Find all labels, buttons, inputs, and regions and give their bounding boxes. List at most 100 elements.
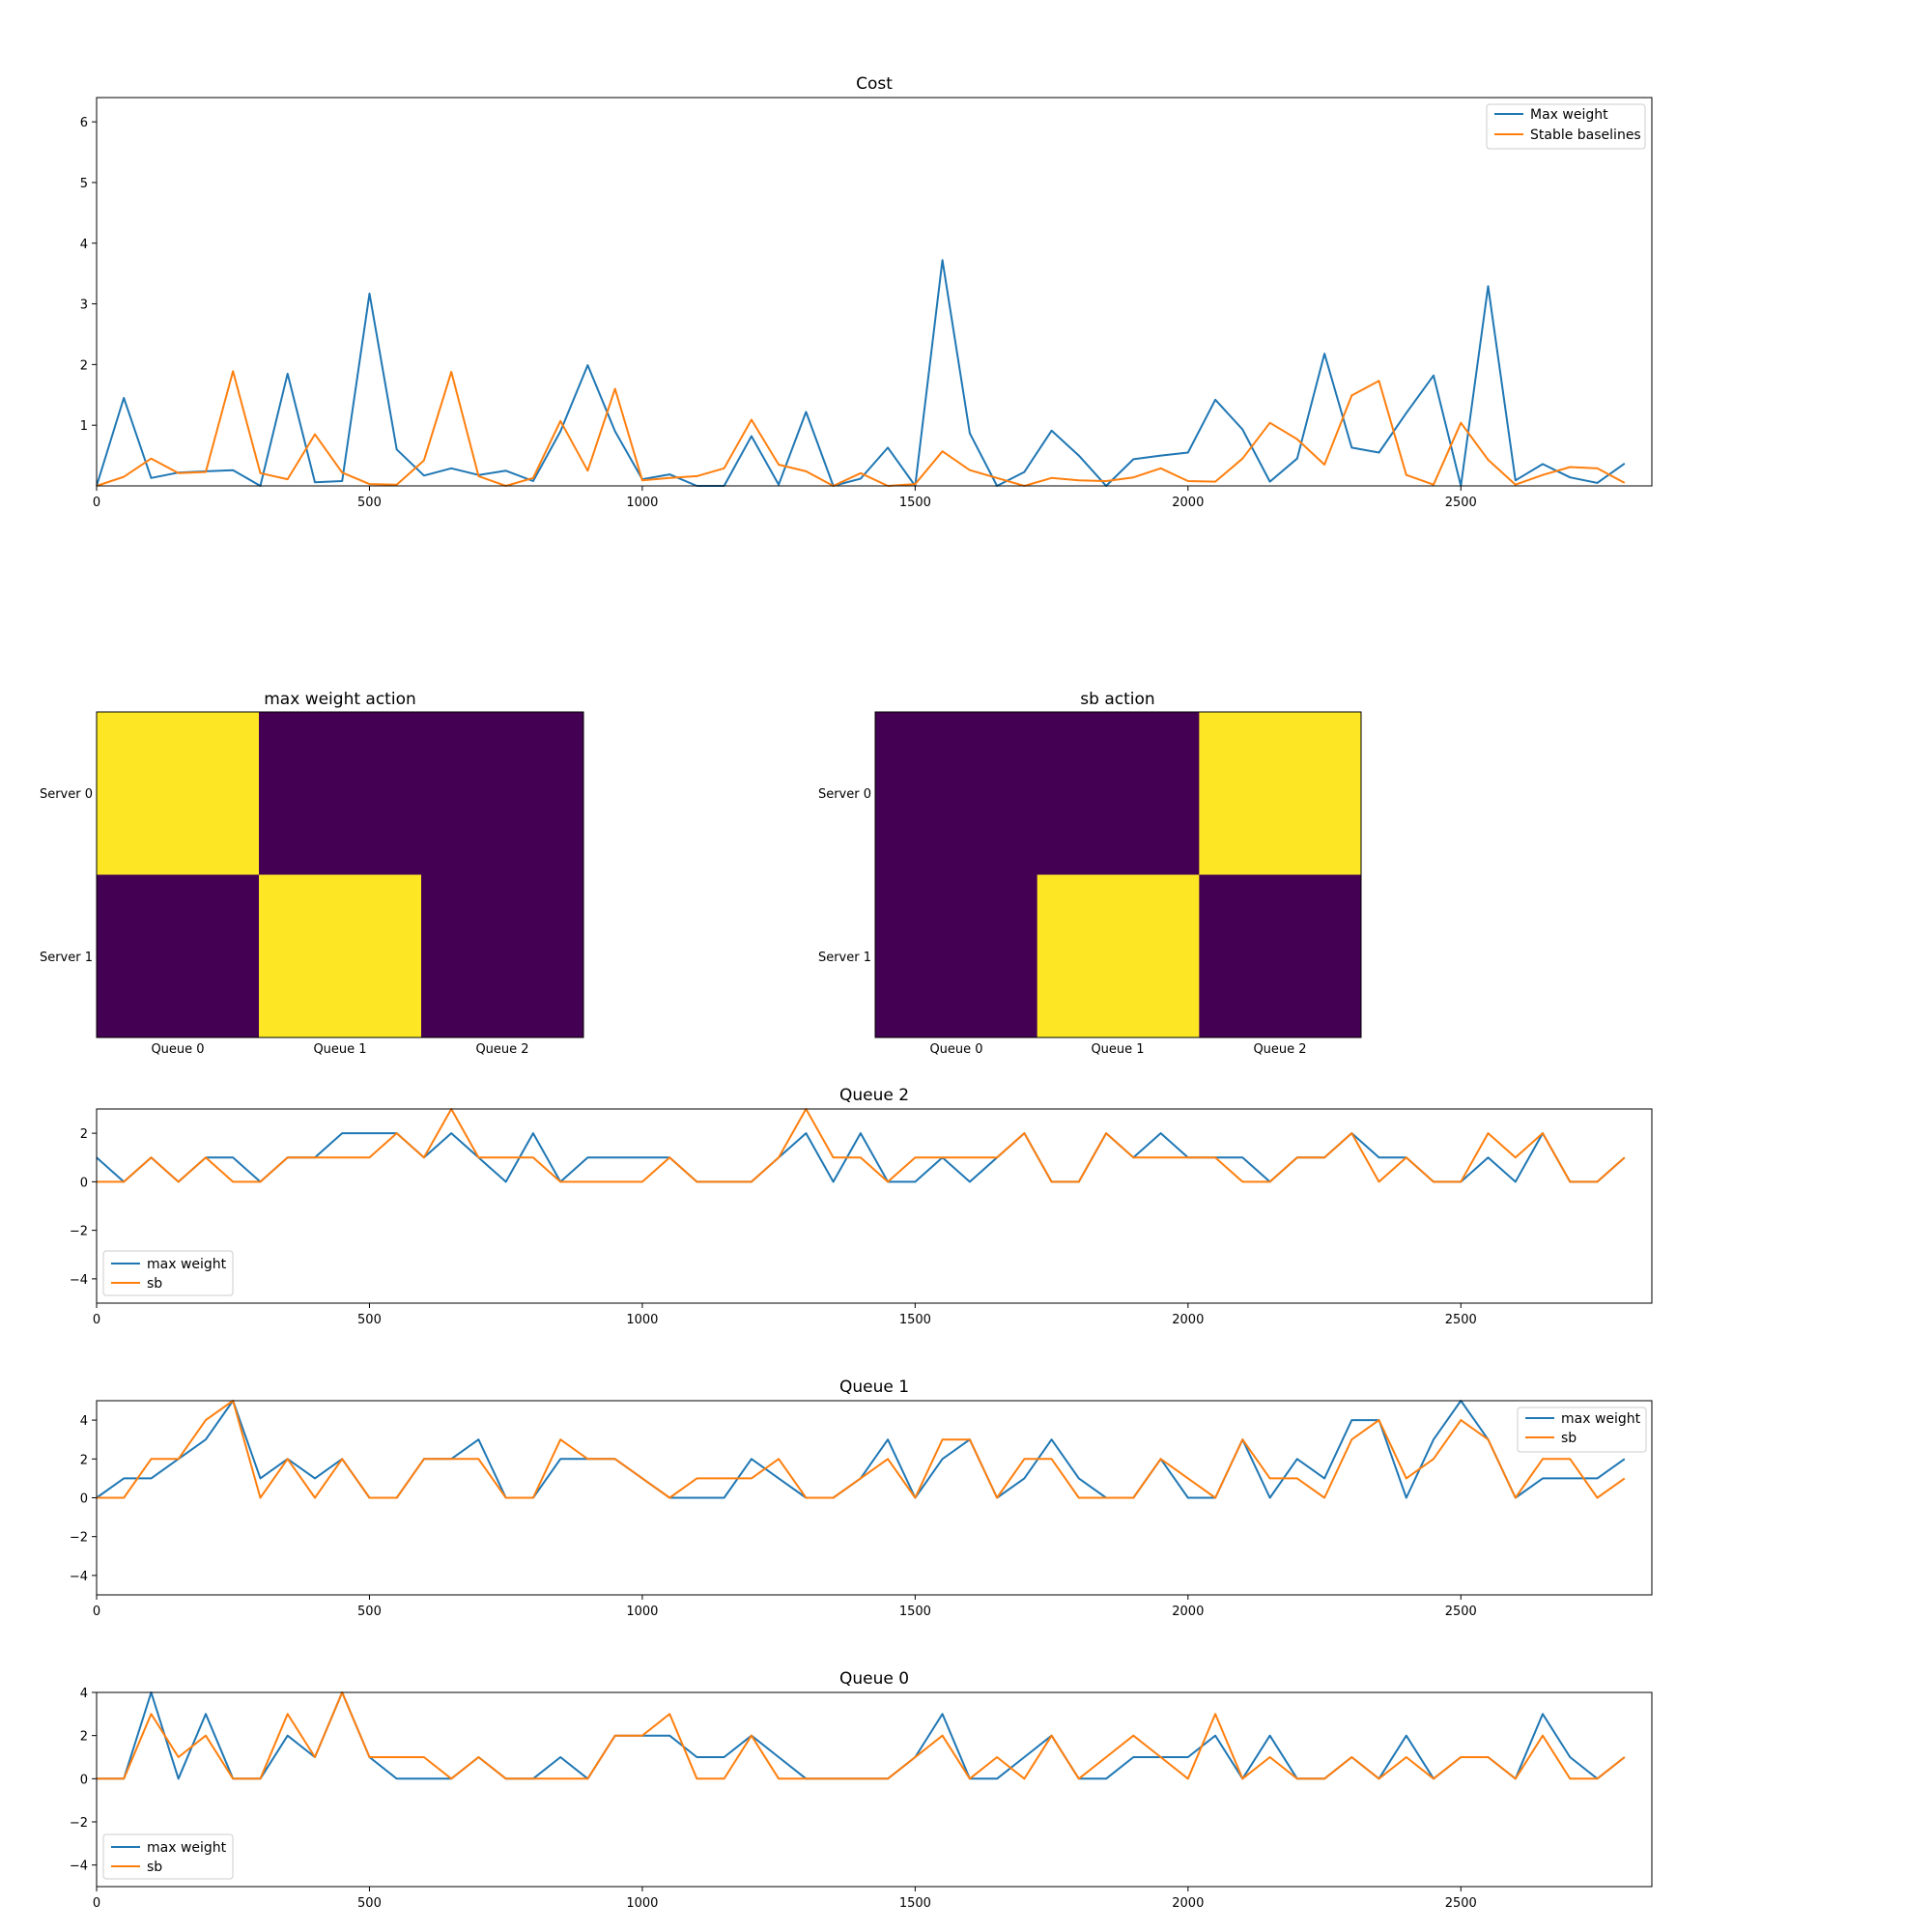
- queue0-frame: [96, 1691, 1653, 1888]
- sb-action-frame: [874, 711, 1362, 1038]
- queue0-chart: Queue 0 0 500 1000 1500 2000 2500 −4 −2 0 2 4 max …: [70, 1669, 1653, 1911]
- queue0-ytick-label: −4: [70, 1860, 88, 1874]
- queue0-legend-box: [102, 1833, 234, 1880]
- cost-ytick-label: 3: [80, 298, 88, 313]
- cost-line-stable-baselines: [96, 370, 1626, 487]
- cost-ytick-label: 5: [80, 177, 88, 191]
- sb-action-col-label-queue-0: Queue 0: [929, 1042, 982, 1057]
- mw-action-cell-r1-c1: [259, 874, 422, 1038]
- queue2-xtick-label: 2500: [1445, 1313, 1477, 1327]
- queue0-title: Queue 0: [839, 1669, 909, 1689]
- mw-action-cells: [97, 712, 584, 1038]
- cost-ytick-label: 2: [80, 358, 88, 373]
- cost-frame: [96, 97, 1653, 487]
- sb-action-col-label-queue-1: Queue 1: [1091, 1042, 1144, 1057]
- queue1-legend-label-sb: sb: [1561, 1431, 1577, 1446]
- queue1-legend-label-max-weight: max weight: [1561, 1411, 1641, 1427]
- queue2-ytick-label: −2: [70, 1225, 88, 1239]
- queue2-xtick-label: 500: [357, 1313, 382, 1327]
- queue2-xtick-label: 2000: [1172, 1313, 1204, 1327]
- queue1-chart: Queue 1 0 500 1000 1500 2000 2500 −4 −2 0 2 4 max …: [70, 1378, 1653, 1619]
- queue1-ytick-label: −4: [70, 1570, 88, 1584]
- queue0-xtick-label: 2500: [1445, 1896, 1477, 1911]
- cost-legend-box: [1486, 103, 1646, 150]
- cost-legend-label-max-weight: Max weight: [1530, 107, 1608, 123]
- queue0-lines: [97, 1691, 1626, 1780]
- mw-action-cell-r0-c2: [421, 712, 584, 875]
- queue0-legend-label-sb: sb: [147, 1860, 162, 1875]
- queue0-xtick-label: 1500: [899, 1896, 931, 1911]
- sb-action-cell-r0-c1: [1037, 712, 1200, 875]
- queue1-title: Queue 1: [839, 1378, 909, 1397]
- queue2-title: Queue 2: [839, 1086, 909, 1105]
- queue0-ytick-label: 0: [80, 1773, 88, 1787]
- queue0-ticks: 0 500 1000 1500 2000 2500 −4 −2 0 2 4: [70, 1687, 1477, 1911]
- sb-action-cell-r1-c2: [1199, 874, 1362, 1038]
- queue1-ytick-label: 2: [80, 1453, 88, 1467]
- queue1-ytick-label: −2: [70, 1531, 88, 1546]
- cost-xtick-label: 2000: [1172, 496, 1204, 510]
- cost-ytick-label: 4: [80, 238, 88, 252]
- sb-action-cells: [875, 712, 1362, 1038]
- queue1-lines: [96, 1400, 1626, 1499]
- queue2-ticks: 0 500 1000 1500 2000 2500 −4 −2 0 2: [70, 1127, 1477, 1327]
- queue1-frame: [96, 1400, 1653, 1596]
- queue2-legend-box: [102, 1250, 234, 1296]
- mw-action-cell-r0-c0: [97, 712, 260, 875]
- mw-action-col-label-queue-1: Queue 1: [313, 1042, 366, 1057]
- queue2-xtick-label: 1000: [626, 1313, 658, 1327]
- queue2-ytick-label: 2: [80, 1127, 88, 1142]
- queue1-xtick-label: 1500: [899, 1605, 931, 1619]
- sb-action-row-label-server-0: Server 0: [818, 787, 871, 802]
- mw-action-row-label-server-1: Server 1: [40, 951, 93, 965]
- queue0-ytick-label: 4: [80, 1687, 88, 1701]
- cost-ticks: 0 500 1000 1500 2000 2500 1 2 3 4 5 6: [80, 116, 1477, 510]
- sb-action-heatmap: sb action Queue 0 Queue 1 Queue 2 Server…: [818, 690, 1362, 1057]
- queue1-xtick-label: 2000: [1172, 1605, 1204, 1619]
- sb-action-cell-r0-c0: [875, 712, 1038, 875]
- cost-xtick-label: 1500: [899, 496, 931, 510]
- queue2-xtick-label: 0: [93, 1313, 100, 1327]
- cost-ytick-label: 1: [80, 419, 88, 434]
- queue2-frame: [96, 1108, 1653, 1304]
- sb-action-col-label-queue-2: Queue 2: [1253, 1042, 1306, 1057]
- cost-title: Cost: [856, 74, 893, 94]
- queue2-line-max-weight: [96, 1132, 1626, 1183]
- mw-action-title: max weight action: [264, 690, 416, 709]
- sb-action-cell-r0-c2: [1199, 712, 1362, 875]
- sb-action-cell-r1-c1: [1037, 874, 1200, 1038]
- queue2-chart: Queue 2 0 500 1000 1500 2000 2500 −4 −2 0 2 max w…: [70, 1086, 1653, 1327]
- queue2-ytick-label: −4: [70, 1273, 88, 1288]
- queue1-ytick-label: 4: [80, 1414, 88, 1429]
- queue0-xtick-label: 2000: [1172, 1896, 1204, 1911]
- queue2-line-sb: [97, 1108, 1626, 1183]
- cost-xtick-label: 2500: [1445, 496, 1477, 510]
- queue1-line-sb: [97, 1400, 1626, 1499]
- queue1-ytick-label: 0: [80, 1492, 88, 1507]
- cost-xtick-label: 500: [357, 496, 382, 510]
- queue2-lines: [96, 1108, 1626, 1183]
- queue2-xtick-label: 1500: [899, 1313, 931, 1327]
- cost-legend: Max weight Stable baselines: [1486, 103, 1646, 150]
- cost-legend-label-stable-baselines: Stable baselines: [1530, 128, 1641, 143]
- mw-action-cell-r1-c2: [421, 874, 584, 1038]
- mw-action-col-label-queue-0: Queue 0: [151, 1042, 204, 1057]
- queue0-ytick-label: −2: [70, 1816, 88, 1831]
- queue2-legend-label-sb: sb: [147, 1276, 162, 1292]
- sb-action-cell-r1-c0: [875, 874, 1038, 1038]
- queue2-ytick-label: 0: [80, 1176, 88, 1190]
- cost-chart: Cost 0 500 1000 1500 2000 2500 1 2 3 4 5 6 Max weig…: [80, 74, 1653, 510]
- queue1-ticks: 0 500 1000 1500 2000 2500 −4 −2 0 2 4: [70, 1414, 1477, 1619]
- queue0-xtick-label: 500: [357, 1896, 382, 1911]
- cost-lines: [96, 259, 1626, 487]
- queue0-xtick-label: 0: [93, 1896, 100, 1911]
- sb-action-title: sb action: [1080, 690, 1154, 709]
- queue2-legend: max weight sb: [102, 1250, 234, 1296]
- cost-ytick-label: 6: [80, 116, 88, 130]
- queue0-xtick-label: 1000: [626, 1896, 658, 1911]
- cost-xtick-label: 1000: [626, 496, 658, 510]
- mw-action-col-label-queue-2: Queue 2: [475, 1042, 528, 1057]
- queue1-xtick-label: 1000: [626, 1605, 658, 1619]
- queue1-xtick-label: 500: [357, 1605, 382, 1619]
- cost-xtick-label: 0: [93, 496, 100, 510]
